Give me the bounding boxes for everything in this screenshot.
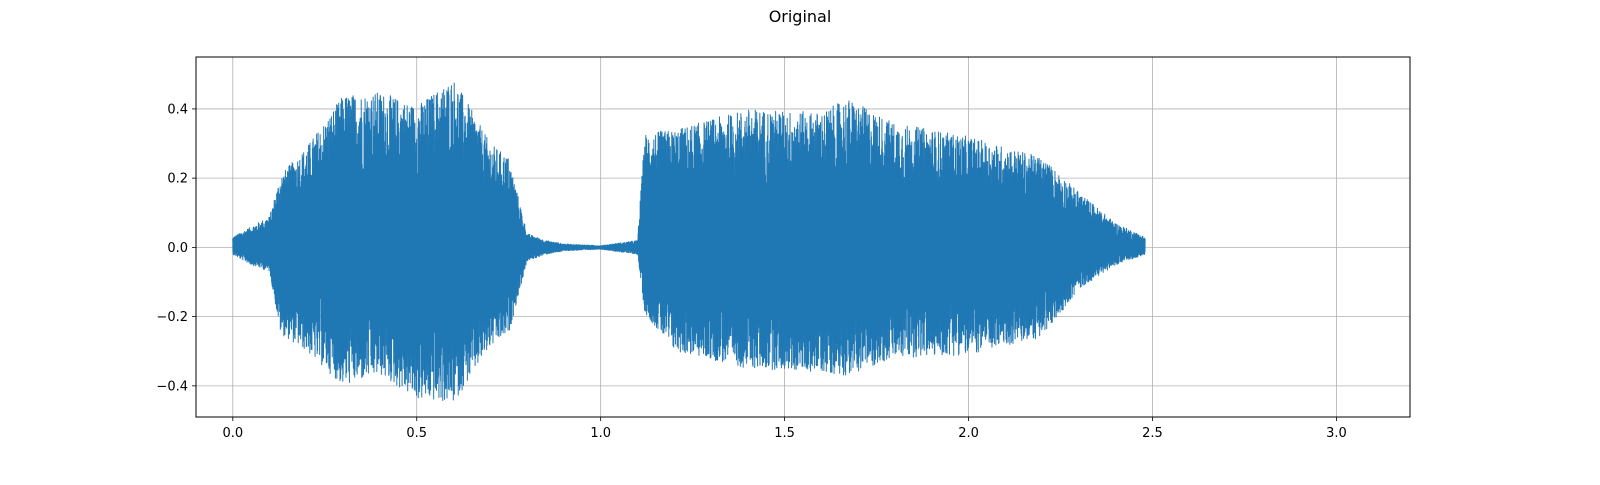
x-tick-label: 1.0 [590, 426, 611, 441]
x-tick-label: 0.0 [222, 426, 243, 441]
chart-title: Original [768, 7, 832, 26]
waveform-line [232, 82, 1146, 401]
x-axis: 0.0 0.5 1.0 1.5 2.0 2.5 3.0 [222, 417, 1347, 441]
y-axis: −0.4 −0.2 0.0 0.2 0.4 [156, 102, 196, 394]
y-tick-label: 0.2 [167, 172, 188, 187]
x-tick-label: 3.0 [1326, 426, 1347, 441]
x-tick-label: 1.5 [774, 426, 795, 441]
plot-frame [195, 56, 1411, 418]
y-tick-label: −0.2 [156, 310, 188, 325]
x-tick-label: 2.5 [1142, 426, 1163, 441]
y-tick-label: 0.0 [167, 241, 188, 256]
y-tick-label: 0.4 [167, 102, 188, 117]
signal-layer [232, 82, 1146, 401]
x-tick-label: 2.0 [958, 426, 979, 441]
y-tick-label: −0.4 [156, 379, 188, 394]
x-tick-label: 0.5 [406, 426, 427, 441]
